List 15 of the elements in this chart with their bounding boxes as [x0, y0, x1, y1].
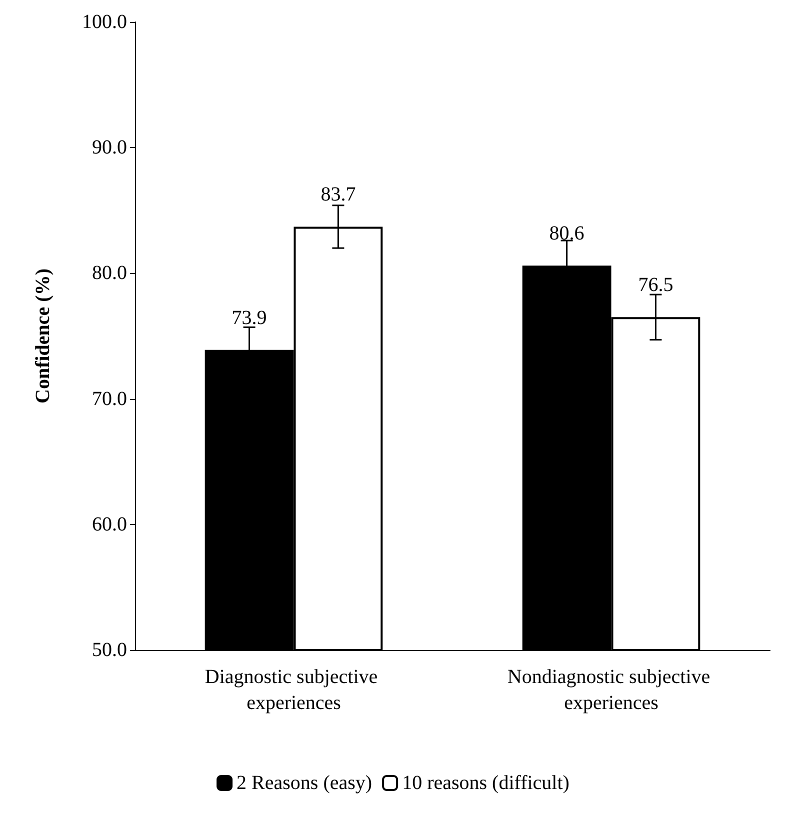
y-axis-title: Confidence (%) — [32, 268, 54, 404]
x-tick-label: Diagnostic subjective experiences — [204, 666, 383, 714]
x-tick-label: Nondiagnostic subjective experiences — [507, 666, 716, 714]
data-label: 76.5 — [638, 274, 674, 296]
y-tick-label: 80.0 — [92, 262, 127, 284]
y-tick-label: 100.0 — [82, 11, 127, 33]
legend-label: 2 Reasons (easy) — [236, 772, 372, 794]
y-tick-label: 60.0 — [92, 513, 127, 536]
y-tick-label: 50.0 — [92, 639, 127, 661]
data-label: 83.7 — [320, 184, 356, 206]
y-tick-label: 90.0 — [92, 136, 127, 159]
data-label: 80.6 — [549, 222, 584, 245]
legend-label: 10 reasons (difficult) — [402, 772, 570, 794]
y-tick-label: 70.0 — [92, 388, 127, 410]
data-label: 73.9 — [232, 306, 267, 329]
